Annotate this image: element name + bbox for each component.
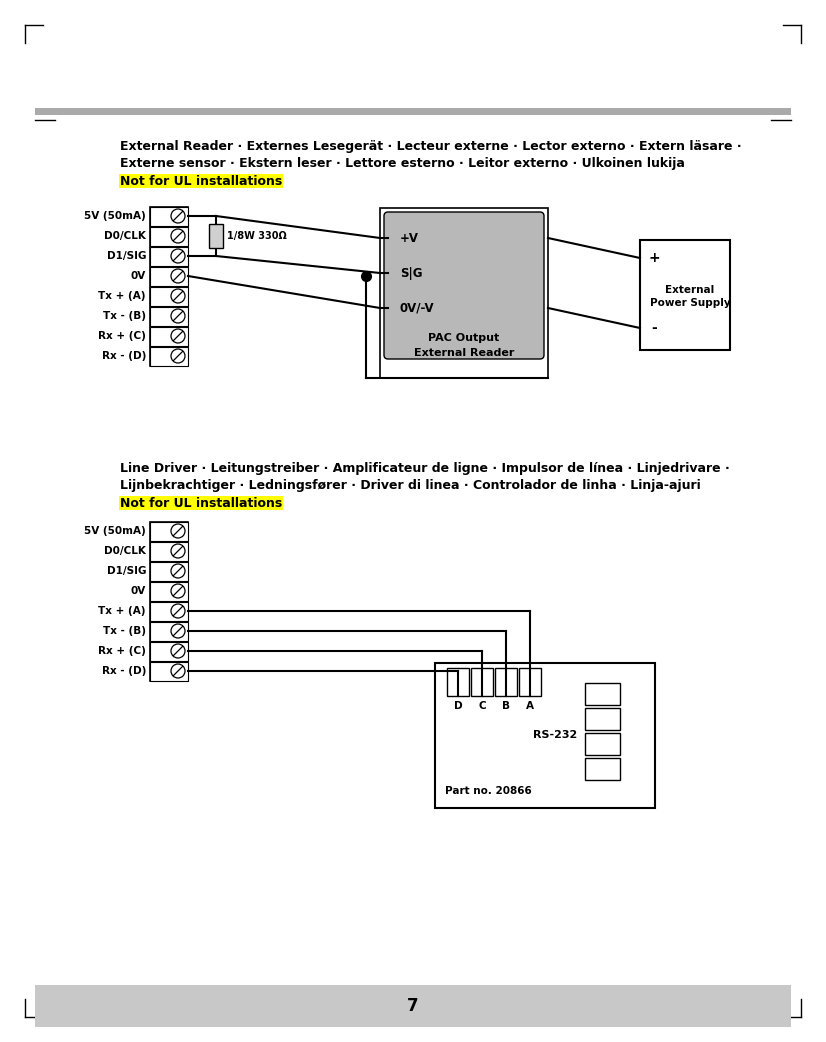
Text: Tx + (A): Tx + (A) — [98, 291, 146, 301]
Circle shape — [171, 329, 185, 343]
Bar — [150, 347, 188, 366]
Circle shape — [171, 349, 185, 363]
Text: D: D — [453, 701, 463, 711]
Text: Not for UL installations: Not for UL installations — [120, 175, 282, 188]
Bar — [150, 522, 188, 681]
Bar — [119, 496, 283, 510]
Text: A: A — [526, 701, 534, 711]
Bar — [150, 602, 188, 621]
Circle shape — [171, 229, 185, 243]
Text: D1/SIG: D1/SIG — [107, 566, 146, 576]
Text: 1/8W 330Ω: 1/8W 330Ω — [227, 231, 287, 241]
Bar — [150, 287, 188, 306]
Text: 0V: 0V — [131, 586, 146, 596]
Bar — [35, 985, 791, 1027]
Text: Rx + (C): Rx + (C) — [98, 331, 146, 341]
FancyBboxPatch shape — [384, 212, 544, 359]
Text: Lijnbekrachtiger · Ledningsfører · Driver di linea · Controlador de linha · Linj: Lijnbekrachtiger · Ledningsfører · Drive… — [120, 479, 700, 492]
Bar — [640, 240, 730, 350]
Bar — [150, 307, 188, 326]
Bar — [150, 207, 188, 366]
Circle shape — [171, 269, 185, 283]
Text: 5V (50mA): 5V (50mA) — [84, 526, 146, 536]
Text: C: C — [478, 701, 486, 711]
Text: B: B — [502, 701, 510, 711]
Bar — [150, 267, 188, 286]
Text: +V: +V — [400, 231, 419, 245]
Text: Rx - (D): Rx - (D) — [102, 666, 146, 676]
Text: Tx + (A): Tx + (A) — [98, 606, 146, 616]
Bar — [585, 708, 620, 730]
Bar — [380, 208, 548, 378]
Text: D0/CLK: D0/CLK — [104, 231, 146, 241]
Circle shape — [171, 604, 185, 618]
Text: Tx - (B): Tx - (B) — [103, 311, 146, 321]
Text: 0V/-V: 0V/-V — [400, 301, 434, 315]
Circle shape — [171, 249, 185, 263]
Bar — [435, 663, 655, 808]
Text: Rx - (D): Rx - (D) — [102, 351, 146, 361]
Circle shape — [171, 624, 185, 638]
Bar — [150, 227, 188, 246]
Bar — [35, 108, 791, 115]
Bar — [150, 247, 188, 266]
Text: Line Driver · Leitungstreiber · Amplificateur de ligne · Impulsor de línea · Lin: Line Driver · Leitungstreiber · Amplific… — [120, 462, 729, 475]
Bar — [209, 224, 223, 248]
Text: PAC Output: PAC Output — [429, 333, 500, 343]
Text: Rx + (C): Rx + (C) — [98, 646, 146, 656]
Bar — [150, 642, 188, 661]
Text: 5V (50mA): 5V (50mA) — [84, 210, 146, 221]
Text: D0/CLK: D0/CLK — [104, 546, 146, 556]
Bar — [471, 668, 493, 696]
Bar — [495, 668, 517, 696]
Text: +: + — [648, 251, 660, 265]
Text: RS-232: RS-232 — [533, 730, 577, 740]
Bar — [150, 562, 188, 581]
Bar — [150, 542, 188, 561]
Bar — [519, 668, 541, 696]
Bar — [150, 582, 188, 601]
Text: Externe sensor · Ekstern leser · Lettore esterno · Leitor externo · Ulkoinen luk: Externe sensor · Ekstern leser · Lettore… — [120, 157, 685, 170]
Bar — [150, 207, 188, 226]
Circle shape — [171, 309, 185, 323]
Bar — [150, 327, 188, 346]
Circle shape — [171, 664, 185, 678]
Text: Power Supply: Power Supply — [650, 298, 730, 308]
Text: D1/SIG: D1/SIG — [107, 251, 146, 260]
Text: 0V: 0V — [131, 271, 146, 281]
Circle shape — [171, 289, 185, 303]
Bar — [150, 662, 188, 681]
Bar — [447, 668, 469, 696]
Bar — [585, 683, 620, 705]
Circle shape — [171, 524, 185, 538]
Circle shape — [171, 209, 185, 223]
Circle shape — [171, 544, 185, 559]
Bar — [585, 733, 620, 755]
Text: Tx - (B): Tx - (B) — [103, 626, 146, 636]
Bar — [119, 174, 283, 188]
Bar — [150, 522, 188, 541]
Circle shape — [171, 564, 185, 578]
Bar — [585, 758, 620, 780]
Text: Part no. 20866: Part no. 20866 — [445, 786, 532, 796]
Text: Not for UL installations: Not for UL installations — [120, 497, 282, 510]
Text: External Reader: External Reader — [414, 348, 515, 358]
Circle shape — [171, 584, 185, 598]
Text: External: External — [666, 286, 714, 295]
Text: S|G: S|G — [400, 267, 423, 279]
Text: 7: 7 — [407, 997, 419, 1015]
Bar — [150, 622, 188, 641]
Text: -: - — [651, 321, 657, 334]
Text: External Reader · Externes Lesegerät · Lecteur externe · Lector externo · Extern: External Reader · Externes Lesegerät · L… — [120, 140, 742, 153]
Circle shape — [171, 644, 185, 658]
